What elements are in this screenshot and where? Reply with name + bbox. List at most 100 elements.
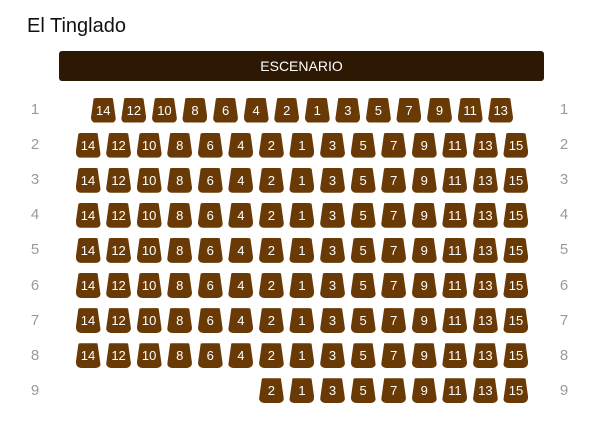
seat[interactable]: 11 [442, 202, 468, 228]
seat[interactable]: 9 [411, 308, 437, 334]
seat[interactable]: 13 [472, 237, 498, 263]
seat[interactable]: 4 [228, 132, 254, 158]
seat[interactable]: 8 [167, 237, 193, 263]
seat[interactable]: 8 [167, 308, 193, 334]
seat[interactable]: 5 [350, 202, 376, 228]
seat[interactable]: 2 [258, 202, 284, 228]
seat[interactable]: 5 [350, 378, 376, 404]
seat[interactable]: 12 [106, 132, 132, 158]
seat[interactable]: 8 [167, 273, 193, 298]
seat[interactable]: 14 [75, 273, 101, 298]
seat[interactable]: 3 [320, 202, 346, 228]
seat[interactable]: 4 [243, 97, 269, 123]
seat[interactable]: 1 [289, 378, 315, 404]
seat[interactable]: 3 [320, 237, 346, 263]
seat[interactable]: 3 [320, 167, 346, 193]
seat[interactable]: 11 [442, 378, 468, 404]
seat[interactable]: 4 [228, 343, 254, 369]
seat[interactable]: 13 [472, 167, 498, 193]
seat[interactable]: 13 [472, 202, 498, 228]
seat[interactable]: 10 [136, 273, 162, 298]
seat[interactable]: 5 [350, 343, 376, 369]
seat[interactable]: 14 [75, 132, 101, 158]
seat[interactable]: 14 [90, 97, 116, 123]
seat[interactable]: 14 [75, 343, 101, 369]
seat[interactable]: 2 [258, 167, 284, 193]
seat[interactable]: 8 [182, 97, 208, 123]
seat[interactable]: 7 [381, 167, 407, 193]
seat[interactable]: 12 [106, 167, 132, 193]
seat[interactable]: 5 [350, 308, 376, 334]
seat[interactable]: 4 [228, 167, 254, 193]
seat[interactable]: 1 [304, 97, 330, 123]
seat[interactable]: 13 [472, 273, 498, 298]
seat[interactable]: 3 [335, 97, 361, 123]
seat[interactable]: 2 [258, 308, 284, 334]
seat[interactable]: 4 [228, 237, 254, 263]
seat[interactable]: 9 [411, 237, 437, 263]
seat[interactable]: 11 [457, 97, 483, 123]
seat[interactable]: 6 [213, 97, 239, 123]
seat[interactable]: 15 [503, 308, 529, 334]
seat[interactable]: 5 [350, 167, 376, 193]
seat[interactable]: 14 [75, 202, 101, 228]
seat[interactable]: 11 [442, 273, 468, 298]
seat[interactable]: 6 [197, 167, 223, 193]
seat[interactable]: 5 [350, 132, 376, 158]
seat[interactable]: 15 [503, 202, 529, 228]
seat[interactable]: 3 [320, 378, 346, 404]
seat[interactable]: 10 [136, 343, 162, 369]
seat[interactable]: 2 [258, 378, 284, 404]
seat[interactable]: 8 [167, 132, 193, 158]
seat[interactable]: 13 [472, 378, 498, 404]
seat[interactable]: 8 [167, 343, 193, 369]
seat[interactable]: 12 [121, 97, 147, 123]
seat[interactable]: 12 [106, 308, 132, 334]
seat[interactable]: 14 [75, 308, 101, 334]
seat[interactable]: 7 [381, 273, 407, 298]
seat[interactable]: 14 [75, 167, 101, 193]
seat[interactable]: 12 [106, 202, 132, 228]
seat[interactable]: 15 [503, 378, 529, 404]
seat[interactable]: 6 [197, 273, 223, 298]
seat[interactable]: 3 [320, 343, 346, 369]
seat[interactable]: 12 [106, 273, 132, 298]
seat[interactable]: 6 [197, 202, 223, 228]
seat[interactable]: 15 [503, 167, 529, 193]
seat[interactable]: 7 [381, 343, 407, 369]
seat[interactable]: 4 [228, 202, 254, 228]
seat[interactable]: 6 [197, 308, 223, 334]
seat[interactable]: 9 [411, 132, 437, 158]
seat[interactable]: 3 [320, 308, 346, 334]
seat[interactable]: 9 [411, 202, 437, 228]
seat[interactable]: 9 [411, 167, 437, 193]
seat[interactable]: 6 [197, 132, 223, 158]
seat[interactable]: 12 [106, 343, 132, 369]
seat[interactable]: 2 [258, 343, 284, 369]
seat[interactable]: 9 [427, 97, 453, 123]
seat[interactable]: 5 [365, 97, 391, 123]
seat[interactable]: 10 [151, 97, 177, 123]
seat[interactable]: 11 [442, 167, 468, 193]
seat[interactable]: 11 [442, 308, 468, 334]
seat[interactable]: 10 [136, 202, 162, 228]
seat[interactable]: 8 [167, 202, 193, 228]
seat[interactable]: 11 [442, 132, 468, 158]
seat[interactable]: 7 [381, 308, 407, 334]
seat[interactable]: 10 [136, 237, 162, 263]
seat[interactable]: 3 [320, 132, 346, 158]
seat[interactable]: 11 [442, 237, 468, 263]
seat[interactable]: 13 [488, 97, 514, 123]
seat[interactable]: 6 [197, 237, 223, 263]
seat[interactable]: 15 [503, 273, 529, 298]
seat[interactable]: 10 [136, 167, 162, 193]
seat[interactable]: 13 [472, 343, 498, 369]
seat[interactable]: 4 [228, 273, 254, 298]
seat[interactable]: 11 [442, 343, 468, 369]
seat[interactable]: 2 [274, 97, 300, 123]
seat[interactable]: 1 [289, 308, 315, 334]
seat[interactable]: 5 [350, 273, 376, 298]
seat[interactable]: 9 [411, 273, 437, 298]
seat[interactable]: 5 [350, 237, 376, 263]
seat[interactable]: 3 [320, 273, 346, 298]
